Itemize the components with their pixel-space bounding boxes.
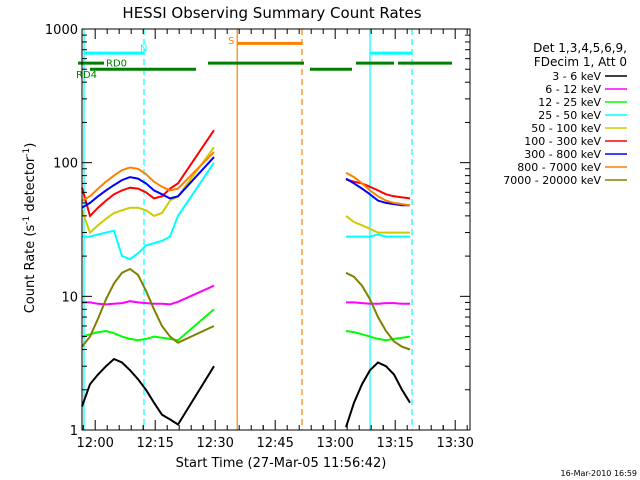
status-label: N xyxy=(140,43,147,54)
legend-header: FDecim 1, Att 0 xyxy=(534,55,627,69)
legend-entry: 50 - 100 keV xyxy=(531,122,601,135)
status-label: RD0 xyxy=(106,59,127,70)
y-tick-label: 1000 xyxy=(45,23,78,38)
chart-title: HESSI Observing Summary Count Rates xyxy=(122,4,421,22)
legend-entry: 3 - 6 keV xyxy=(552,70,601,83)
legend-entry: 100 - 300 keV xyxy=(524,135,601,148)
legend-entry: 6 - 12 keV xyxy=(545,83,601,96)
legend-entry: 25 - 50 keV xyxy=(538,109,601,122)
legend-header: Det 1,3,4,5,6,9, xyxy=(533,41,627,55)
series-line xyxy=(345,215,410,234)
y-tick-label: 1 xyxy=(70,424,78,439)
series-line xyxy=(345,361,411,428)
legend-entry: 300 - 800 keV xyxy=(524,148,601,161)
series-line xyxy=(345,177,410,207)
x-axis: 12:00 12:15 12:30 12:45 13:00 13:15 13:30 xyxy=(76,29,474,451)
series-line xyxy=(81,267,215,348)
y-axis-label: Count Rate (s-1 detector-1) xyxy=(22,143,38,314)
series-line xyxy=(346,233,410,238)
series-line xyxy=(81,357,215,426)
x-tick-label: 13:15 xyxy=(376,436,413,451)
y-tick-label: 100 xyxy=(53,157,78,172)
series-line xyxy=(82,162,215,261)
y-tick-label: 10 xyxy=(61,290,78,305)
status-label: RD4 xyxy=(76,70,97,81)
x-tick-label: 13:30 xyxy=(436,436,473,451)
series-line xyxy=(81,146,215,235)
x-axis-label: Start Time (27-Mar-05 11:56:42) xyxy=(176,456,387,471)
x-tick-label: 12:30 xyxy=(196,436,233,451)
x-tick-label: 12:15 xyxy=(136,436,173,451)
y-axis: 1 10 100 1000 xyxy=(45,23,470,439)
legend-entry: 7000 - 20000 keV xyxy=(503,174,601,187)
series-line xyxy=(81,151,215,202)
footer-date: 16-Mar-2010 16:59 xyxy=(561,469,638,478)
series-line xyxy=(345,271,411,351)
legend-entry: 12 - 25 keV xyxy=(538,96,601,109)
series-line xyxy=(345,330,411,342)
x-tick-label: 12:00 xyxy=(76,436,113,451)
legend: Det 1,3,4,5,6,9,FDecim 1, Att 03 - 6 keV… xyxy=(503,41,627,187)
series-line xyxy=(345,171,411,207)
legend-entry: 800 - 7000 keV xyxy=(517,161,601,174)
x-tick-label: 12:45 xyxy=(256,436,293,451)
status-label: S xyxy=(228,36,234,47)
series-line xyxy=(81,308,215,342)
series-line xyxy=(346,301,410,305)
series-line xyxy=(82,284,215,306)
plot-area: N S RD0 RD4 xyxy=(76,29,452,430)
series-line xyxy=(81,156,215,209)
x-tick-label: 13:00 xyxy=(316,436,353,451)
plot-frame xyxy=(81,28,471,431)
series-line xyxy=(345,178,411,200)
